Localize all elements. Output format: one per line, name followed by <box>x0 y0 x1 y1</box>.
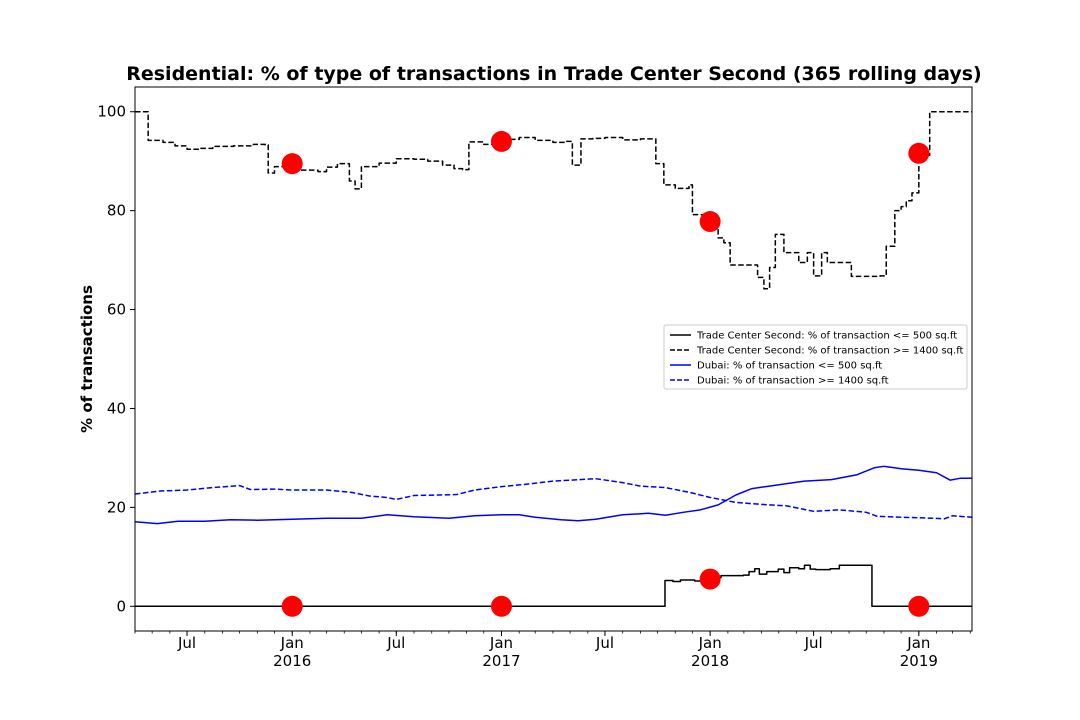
y-axis-label: % of transactions <box>78 285 96 433</box>
x-tick-label: Jan <box>906 634 930 652</box>
x-tick-label: Jul <box>177 634 196 652</box>
axes-frame <box>134 86 973 632</box>
x-tick-label: Jul <box>804 634 823 652</box>
x-tick-label: Jul <box>386 634 405 652</box>
marker-point <box>908 595 930 617</box>
x-tick-label: Jan <box>280 634 304 652</box>
legend: Trade Center Second: % of transaction <=… <box>663 324 968 390</box>
x-tick-year-label: 2016 <box>273 652 311 670</box>
x-tick-label: Jul <box>595 634 614 652</box>
y-tick-label: 100 <box>97 103 126 121</box>
marker-point <box>490 130 512 152</box>
y-tick-label: 20 <box>107 498 126 516</box>
series-line-4 <box>134 477 973 520</box>
marker-point <box>699 568 721 590</box>
series-line-2 <box>135 110 972 290</box>
series-line-1 <box>135 564 972 608</box>
y-tick-label: 0 <box>116 597 126 615</box>
x-tick-year-label: 2018 <box>691 652 729 670</box>
y-tick-label: 40 <box>107 399 126 417</box>
x-tick-year-label: 2017 <box>482 652 520 670</box>
marker-point <box>699 211 721 233</box>
chart-title: Residential: % of type of transactions i… <box>126 63 982 85</box>
marker-point <box>281 153 303 175</box>
x-tick-label: Jan <box>489 634 513 652</box>
legend-label-1: Trade Center Second: % of transaction <=… <box>696 331 957 342</box>
series-line-3 <box>134 465 972 525</box>
x-tick-year-label: 2019 <box>900 652 938 670</box>
legend-label-3: Dubai: % of transaction <= 500 sq.ft <box>697 361 882 372</box>
legend-frame <box>663 324 968 390</box>
legend-label-2: Trade Center Second: % of transaction >=… <box>696 346 964 357</box>
y-tick-label: 80 <box>107 202 126 220</box>
y-tick-label: 60 <box>107 301 126 319</box>
marker-point <box>281 595 303 617</box>
legend-label-4: Dubai: % of transaction >= 1400 sq.ft <box>697 376 889 387</box>
x-tick-label: Jan <box>698 634 722 652</box>
marker-point <box>908 142 930 164</box>
marker-point <box>490 595 512 617</box>
